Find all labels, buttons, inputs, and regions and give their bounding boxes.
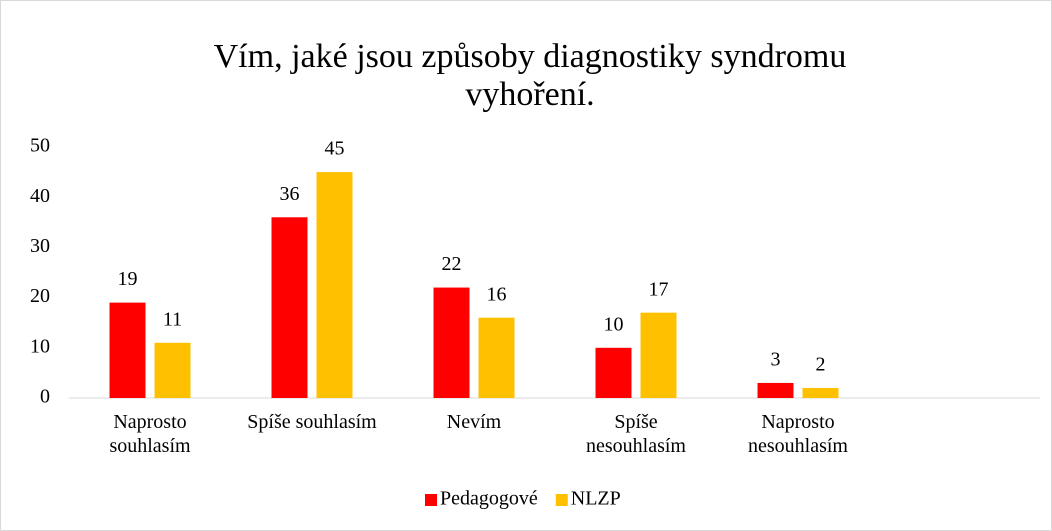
legend-swatch xyxy=(425,494,437,506)
value-label: 16 xyxy=(487,283,507,305)
value-label: 22 xyxy=(442,253,462,275)
value-label: 10 xyxy=(604,313,624,335)
bar xyxy=(640,312,677,398)
bar xyxy=(478,317,515,398)
bar xyxy=(109,302,146,398)
bar xyxy=(433,287,470,398)
bar xyxy=(757,382,794,398)
value-label: 36 xyxy=(280,183,300,205)
chart-title: Vím, jaké jsou způsoby diagnostiky syndr… xyxy=(213,38,847,113)
y-tick-label: 40 xyxy=(30,185,50,207)
x-tick-label: Naprosto nesouhlasím xyxy=(748,411,848,457)
value-label: 45 xyxy=(325,138,345,160)
legend-swatch xyxy=(555,494,568,506)
x-tick-label: Naprosto souhlasím xyxy=(109,411,191,457)
y-tick-label: 20 xyxy=(30,285,50,307)
bar xyxy=(154,342,191,398)
bar xyxy=(316,172,353,398)
value-label: 3 xyxy=(771,349,781,371)
y-tick-label: 30 xyxy=(30,235,50,257)
x-tick-label: Spíše souhlasím xyxy=(247,411,377,433)
y-tick-label: 50 xyxy=(30,135,50,157)
legend-label: NLZP xyxy=(571,488,621,510)
y-tick-label: 0 xyxy=(40,386,50,408)
value-label: 19 xyxy=(118,268,138,290)
value-label: 2 xyxy=(816,354,826,376)
bar xyxy=(802,387,839,398)
legend-label: Pedagogové xyxy=(440,488,538,510)
bar xyxy=(595,347,632,398)
bar xyxy=(271,217,308,398)
x-tick-label: Spíše nesouhlasím xyxy=(586,411,686,457)
y-tick-label: 10 xyxy=(30,335,50,357)
x-tick-label: Nevím xyxy=(446,411,502,433)
value-label: 17 xyxy=(649,278,669,300)
value-label: 11 xyxy=(163,308,182,330)
